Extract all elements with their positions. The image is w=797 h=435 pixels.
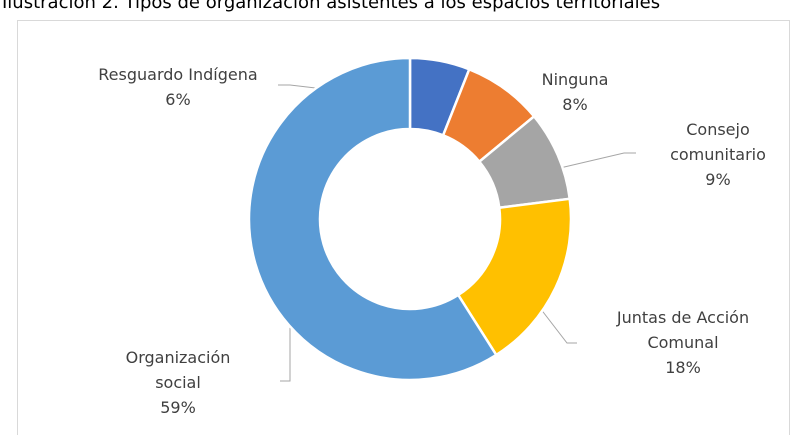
plot-frame — [17, 20, 790, 435]
category-label: Ninguna — [541, 70, 609, 89]
chart-title: Ilustración 2. Tipos de organización asi… — [2, 0, 661, 13]
donut-slice — [247, 56, 498, 382]
category-label: Organización social — [125, 348, 231, 392]
slice-label: Resguardo Indígena 6% — [78, 62, 278, 112]
value-label: 8% — [562, 95, 588, 114]
slice-label: Ninguna 8% — [515, 67, 635, 117]
slice-label: Juntas de Acción Comunal 18% — [603, 305, 763, 380]
category-label: Resguardo Indígena — [98, 65, 258, 84]
value-label: 59% — [160, 398, 196, 417]
slice-label: Consejo comunitario 9% — [658, 117, 778, 192]
value-label: 9% — [705, 170, 731, 189]
category-label: Consejo comunitario — [670, 120, 766, 164]
value-label: 6% — [165, 90, 191, 109]
slice-label: Organización social 59% — [113, 345, 243, 420]
donut-slice — [456, 197, 573, 357]
category-label: Juntas de Acción Comunal — [616, 308, 750, 352]
leader-line — [559, 152, 636, 169]
value-label: 18% — [665, 358, 701, 377]
